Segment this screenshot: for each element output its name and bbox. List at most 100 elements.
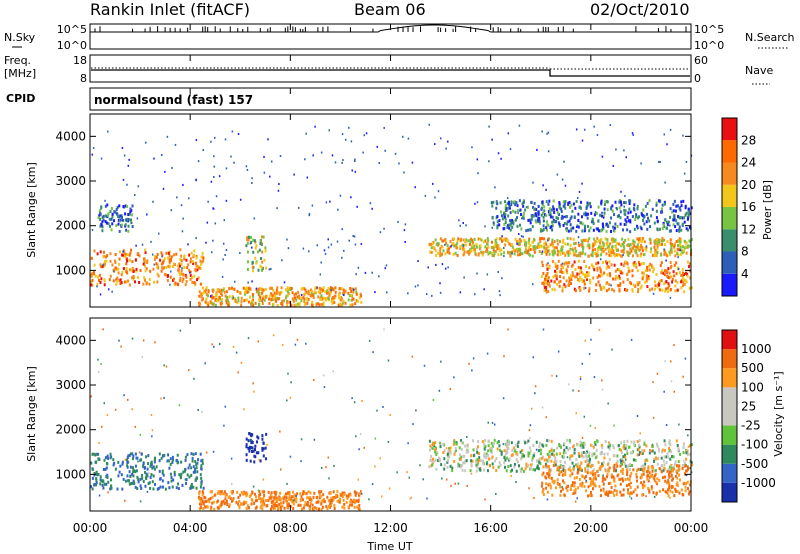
power-cell xyxy=(581,250,584,254)
velocity-cell xyxy=(676,489,679,493)
power-cell xyxy=(518,209,521,212)
power-cell xyxy=(257,290,260,294)
power-cell xyxy=(684,213,687,217)
power-cell xyxy=(319,296,322,300)
velocity-cell xyxy=(579,440,582,444)
velocity-cell xyxy=(235,351,238,354)
power-cell xyxy=(341,228,343,231)
power-cell xyxy=(150,240,152,243)
velocity-cell xyxy=(469,469,472,473)
power-cell xyxy=(573,252,576,256)
velocity-cell xyxy=(230,490,233,494)
power-cell xyxy=(303,302,306,306)
power-cell xyxy=(349,286,352,290)
power-cell xyxy=(641,271,644,275)
velocity-cell xyxy=(251,450,254,454)
power-cell xyxy=(578,190,581,193)
velocity-cell xyxy=(432,398,435,401)
power-cell xyxy=(620,190,622,193)
power-cell xyxy=(595,254,598,258)
velocity-cell xyxy=(224,405,227,408)
velocity-cell xyxy=(630,338,633,341)
velocity-cell xyxy=(341,495,344,499)
power-cell xyxy=(658,283,661,287)
velocity-cell xyxy=(548,482,551,486)
velocity-cell xyxy=(154,482,157,486)
velocity-cell xyxy=(145,472,148,476)
power-cell xyxy=(264,249,267,253)
velocity-cell xyxy=(175,486,178,490)
velocity-cell xyxy=(515,469,518,473)
power-cell xyxy=(318,286,321,290)
power-cell xyxy=(157,232,160,235)
power-cell xyxy=(544,276,547,280)
power-cell xyxy=(254,240,257,244)
power-cell xyxy=(333,300,336,304)
power-cell xyxy=(543,242,546,246)
velocity-cell xyxy=(121,462,124,466)
velocity-cell xyxy=(664,479,667,483)
power-cell xyxy=(252,250,255,254)
velocity-cell xyxy=(346,497,349,501)
velocity-cell xyxy=(676,443,679,447)
velocity-cell xyxy=(95,478,98,482)
power-cell xyxy=(166,279,169,283)
velocity-cell xyxy=(594,474,597,478)
power-cell xyxy=(551,260,554,264)
power-cell xyxy=(600,273,603,277)
velocity-cell xyxy=(655,442,658,446)
power-cell xyxy=(512,248,515,252)
power-cell xyxy=(331,154,334,157)
power-cell xyxy=(592,228,595,232)
x-axis-label: Time UT xyxy=(366,540,412,553)
power-cell xyxy=(441,252,444,256)
velocity-cell xyxy=(619,464,622,468)
power-cell xyxy=(262,295,265,299)
velocity-cell xyxy=(650,487,653,491)
power-cell xyxy=(273,291,276,295)
power-cell xyxy=(403,171,405,174)
power-cell xyxy=(627,251,630,255)
power-cell xyxy=(637,238,640,242)
velocity-cell xyxy=(282,497,285,501)
velocity-cell xyxy=(149,464,152,468)
power-cell xyxy=(624,288,627,292)
power-cell xyxy=(631,215,634,219)
velocity-cell xyxy=(275,500,278,504)
velocity-cell xyxy=(200,464,203,468)
power-cell xyxy=(243,292,246,296)
velocity-cell xyxy=(642,469,645,473)
velocity-cell xyxy=(180,472,183,476)
power-cell xyxy=(676,247,679,251)
power-cell xyxy=(126,271,129,275)
velocity-cell xyxy=(556,468,559,472)
velocity-cell xyxy=(145,474,148,477)
power-cell xyxy=(626,262,629,266)
velocity-cell xyxy=(514,443,517,447)
power-cell xyxy=(687,207,690,211)
velocity-cell xyxy=(432,459,435,463)
power-cell xyxy=(666,274,669,278)
power-cell xyxy=(118,204,121,208)
velocity-cell xyxy=(682,442,685,446)
power-cell xyxy=(644,204,647,208)
power-cell xyxy=(180,262,183,266)
power-cell xyxy=(611,245,614,249)
power-cell xyxy=(286,303,289,307)
velocity-cell xyxy=(114,408,117,411)
power-cell xyxy=(516,242,518,245)
velocity-cell xyxy=(595,448,598,452)
velocity-cell xyxy=(546,472,549,476)
velocity-cell xyxy=(470,454,473,458)
power-cell xyxy=(634,217,637,221)
power-cell xyxy=(91,278,94,282)
power-cell xyxy=(431,182,434,185)
power-cell xyxy=(618,274,621,278)
velocity-cell xyxy=(630,482,633,485)
freq-unit-label: [MHz] xyxy=(4,67,36,80)
velocity-cell xyxy=(253,390,255,393)
power-cell xyxy=(105,259,108,263)
velocity-cell xyxy=(290,495,293,499)
power-cell xyxy=(236,301,239,305)
power-cell xyxy=(166,274,169,278)
